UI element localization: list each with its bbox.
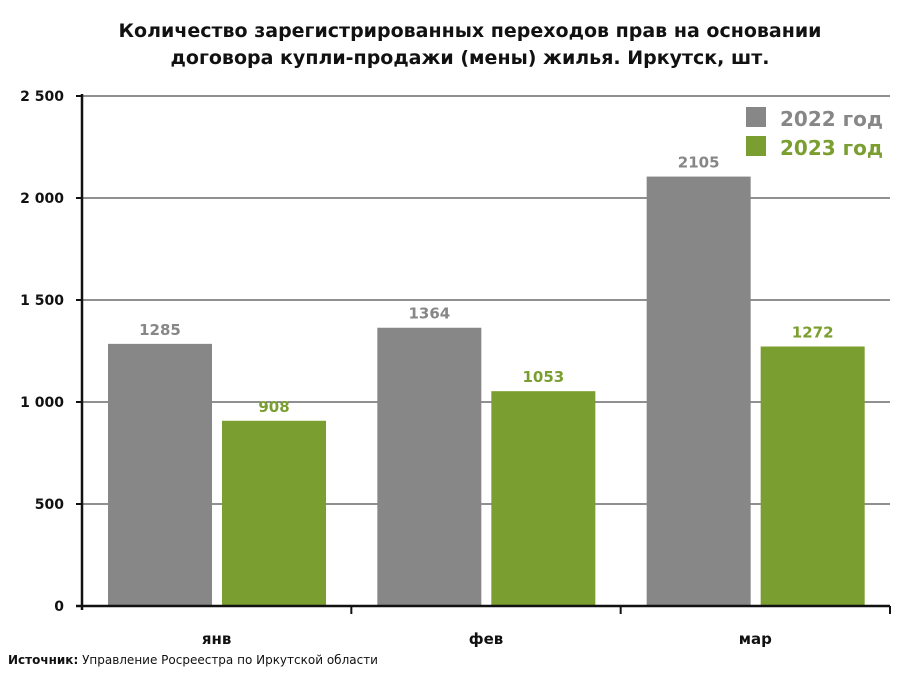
y-tick-label: 1 000 bbox=[20, 395, 64, 411]
bar-2023-год bbox=[222, 420, 326, 606]
data-label: 1285 bbox=[139, 321, 181, 339]
data-label: 1053 bbox=[522, 368, 564, 386]
y-tick-label: 2 500 bbox=[20, 89, 64, 105]
source-label: Источник: bbox=[8, 653, 78, 667]
bar-2023-год bbox=[760, 346, 865, 606]
y-tick-label: 2 000 bbox=[20, 191, 64, 207]
legend-label: 2023 год bbox=[780, 136, 883, 160]
bar-2022-год bbox=[108, 343, 212, 606]
x-tick-label: фев bbox=[469, 630, 504, 648]
data-label: 1272 bbox=[792, 324, 834, 342]
chart-title-line-2: договора купли-продажи (мены) жилья. Ирк… bbox=[171, 47, 770, 69]
data-label: 2105 bbox=[678, 154, 720, 172]
bar-2023-год bbox=[491, 391, 596, 606]
bar-2022-год bbox=[377, 327, 482, 606]
legend-swatch bbox=[746, 136, 766, 156]
legend-label: 2022 год bbox=[780, 107, 883, 131]
y-tick-label: 0 bbox=[54, 599, 64, 615]
source-text: Управление Росреестра по Иркутской облас… bbox=[78, 653, 378, 667]
source-note: Источник: Управление Росреестра по Иркут… bbox=[8, 653, 378, 667]
data-label: 1364 bbox=[408, 305, 450, 323]
x-tick-label: мар bbox=[739, 630, 772, 648]
data-label: 908 bbox=[258, 398, 289, 416]
x-tick-label: янв bbox=[202, 630, 232, 648]
y-tick-label: 500 bbox=[35, 497, 64, 513]
bar-2022-год bbox=[646, 176, 751, 606]
legend-swatch bbox=[746, 107, 766, 127]
chart-title-line-1: Количество зарегистрированных переходов … bbox=[119, 20, 822, 42]
y-tick-label: 1 500 bbox=[20, 293, 64, 309]
